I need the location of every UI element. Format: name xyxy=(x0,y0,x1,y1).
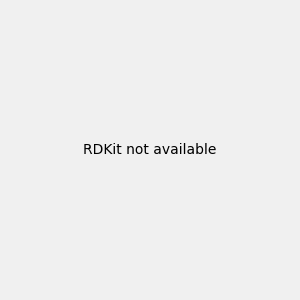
Text: RDKit not available: RDKit not available xyxy=(83,143,217,157)
